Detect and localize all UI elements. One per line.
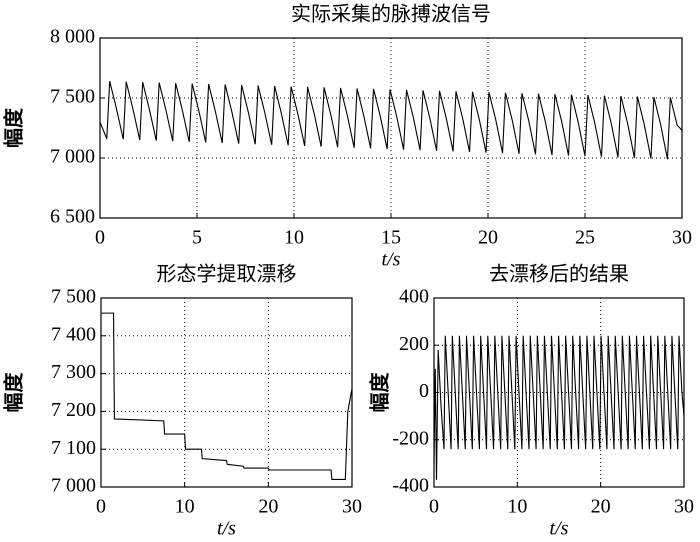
x-tick-label: 0 bbox=[429, 496, 439, 518]
y-tick-label: 8 000 bbox=[50, 26, 95, 48]
chart-title: 去漂移后的结果 bbox=[489, 263, 629, 286]
y-tick-label: 6 500 bbox=[50, 206, 95, 228]
y-tick-label: 7 300 bbox=[51, 361, 96, 383]
signal-line bbox=[99, 81, 683, 160]
x-tick-label: 0 bbox=[95, 227, 105, 249]
y-tick-label: 7 000 bbox=[50, 146, 95, 168]
y-tick-label: 200 bbox=[399, 333, 429, 355]
signal-line bbox=[101, 312, 353, 480]
y-tick-label: 0 bbox=[419, 380, 429, 402]
x-axis-label: t/s bbox=[382, 249, 401, 271]
x-tick-label: 10 bbox=[284, 227, 304, 249]
y-tick-label: -200 bbox=[392, 427, 429, 449]
y-tick-label: -400 bbox=[392, 475, 429, 497]
y-tick-label: 7 100 bbox=[51, 437, 96, 459]
x-tick-label: 25 bbox=[575, 227, 595, 249]
x-tick-label: 20 bbox=[258, 496, 278, 518]
chart-title: 实际采集的脉搏波信号 bbox=[291, 3, 491, 26]
y-axis-label: 幅度 bbox=[368, 372, 392, 413]
x-axis-label: t/s bbox=[550, 518, 569, 540]
y-tick-label: 7 500 bbox=[51, 286, 96, 308]
y-axis-label: 幅度 bbox=[2, 372, 26, 413]
y-axis-label: 幅度 bbox=[2, 107, 26, 148]
x-tick-label: 30 bbox=[342, 496, 362, 518]
x-tick-label: 20 bbox=[591, 496, 611, 518]
y-tick-label: 7 500 bbox=[50, 86, 95, 108]
plot-frame bbox=[99, 37, 683, 219]
signal-line bbox=[433, 335, 685, 480]
x-tick-label: 15 bbox=[381, 227, 401, 249]
y-tick-label: 7 200 bbox=[51, 399, 96, 421]
x-tick-label: 20 bbox=[478, 227, 498, 249]
x-tick-label: 10 bbox=[175, 496, 195, 518]
y-tick-label: 400 bbox=[399, 286, 429, 308]
x-tick-label: 10 bbox=[507, 496, 527, 518]
x-axis-label: t/s bbox=[217, 518, 236, 540]
y-tick-label: 7 000 bbox=[51, 475, 96, 497]
x-tick-label: 0 bbox=[96, 496, 106, 518]
y-tick-label: 7 400 bbox=[51, 323, 96, 345]
chart-title: 形态学提取漂移 bbox=[157, 263, 297, 286]
plot-frame bbox=[100, 297, 353, 488]
x-tick-label: 30 bbox=[672, 227, 692, 249]
x-tick-label: 5 bbox=[192, 227, 202, 249]
x-tick-label: 30 bbox=[674, 496, 694, 518]
plot-frame bbox=[433, 297, 685, 488]
